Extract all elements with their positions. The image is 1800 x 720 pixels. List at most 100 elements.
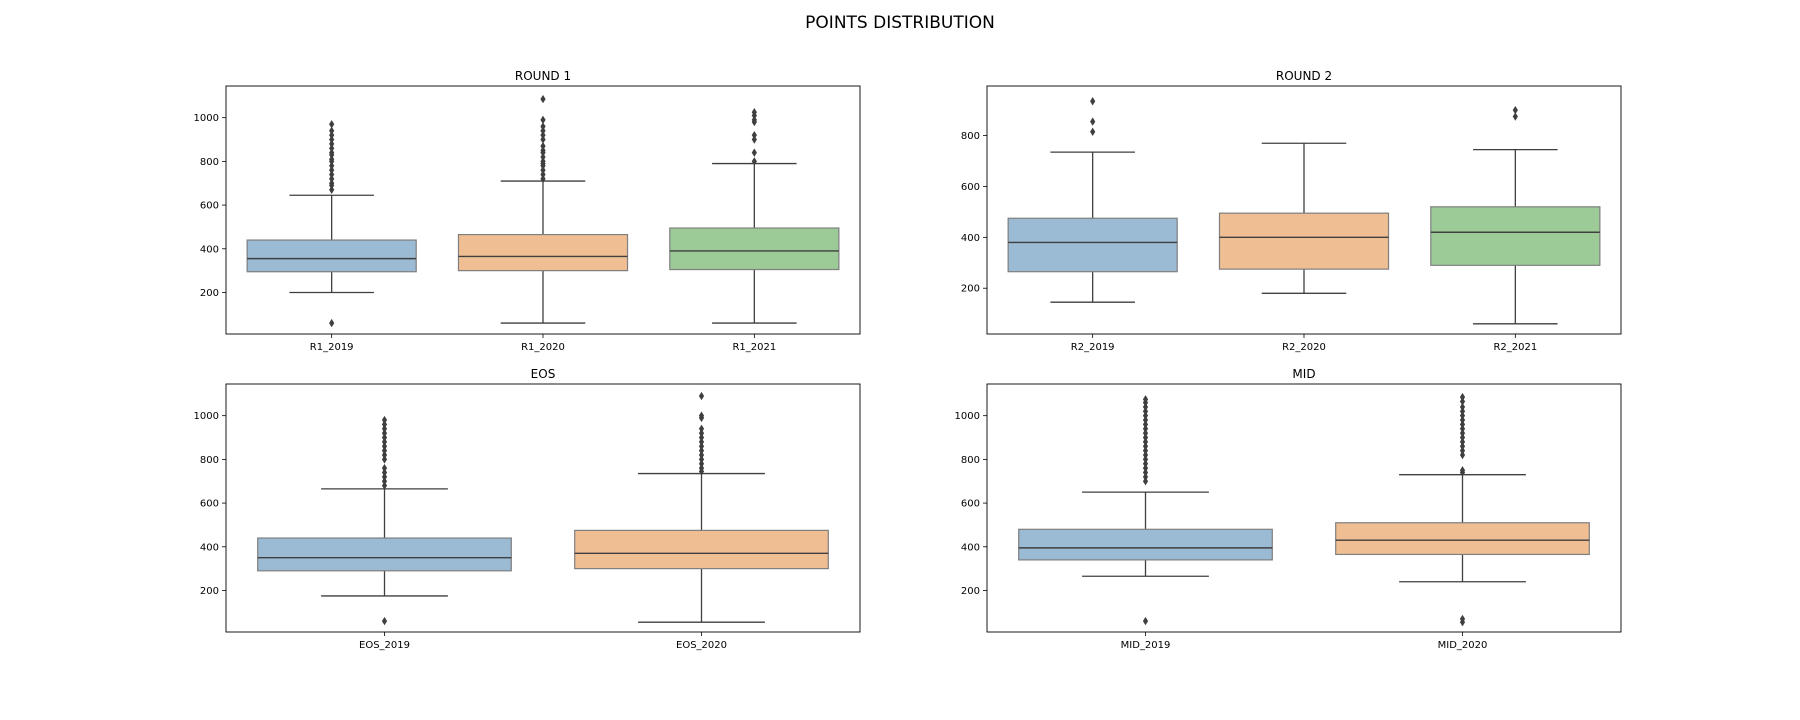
outlier-point: [1142, 477, 1149, 486]
iqr-box: [1218, 212, 1390, 270]
outlier-point: [1142, 407, 1149, 416]
outlier-point: [698, 463, 705, 473]
y-tick-label: 400: [961, 542, 980, 553]
outlier-point: [540, 122, 546, 131]
y-tick-label: 800: [961, 455, 980, 466]
y-tick-label: 1000: [955, 411, 980, 422]
x-tick-label: R2_2020: [1282, 342, 1326, 353]
box-mid-2020: [1335, 392, 1590, 627]
outlier-point: [751, 148, 757, 157]
y-tick-label: 200: [961, 586, 980, 597]
outlier-point: [1142, 428, 1149, 438]
outlier-point: [1142, 415, 1149, 425]
outlier-point: [1459, 433, 1466, 442]
x-tick-label: EOS_2019: [359, 640, 410, 651]
x-tick-label: R2_2019: [1071, 342, 1115, 353]
outlier-point: [329, 144, 335, 153]
y-tick-label: 1000: [194, 113, 219, 124]
outlier-point: [540, 174, 546, 184]
outlier-point: [381, 468, 388, 477]
outlier-point: [1142, 433, 1149, 442]
outlier-point: [1459, 415, 1466, 425]
outlier-point: [1459, 407, 1466, 416]
outlier-point: [1142, 450, 1149, 460]
outlier-point: [751, 130, 757, 140]
outlier-point: [1142, 437, 1149, 447]
y-tick-label: 800: [200, 157, 219, 168]
axes-frame: [986, 85, 1622, 335]
outlier-point: [698, 455, 705, 464]
outlier-point: [1142, 442, 1149, 451]
y-tick-label: 200: [200, 288, 219, 299]
outlier-point: [329, 179, 335, 188]
outlier-point: [329, 126, 335, 135]
outlier-point: [540, 152, 546, 162]
outlier-point: [381, 420, 388, 429]
subplot-grid: ROUND 1 200 400 600 800 1000 R1_2019 R1_2020 R1_…: [194, 69, 1622, 651]
outlier-point: [1512, 112, 1518, 121]
outlier-point: [329, 120, 335, 129]
y-tick-label: 400: [200, 542, 219, 553]
outlier-point: [329, 154, 335, 164]
outlier-point: [751, 115, 757, 125]
outlier-point: [381, 442, 388, 451]
outlier-point: [1142, 402, 1149, 412]
outlier-point: [329, 139, 335, 149]
outlier-point: [698, 391, 705, 401]
outlier-point: [329, 318, 335, 328]
outlier-point: [1142, 424, 1149, 433]
outlier-point: [540, 165, 546, 175]
outlier-point: [1142, 463, 1149, 473]
iqr-box: [1007, 217, 1178, 273]
y-tick-label: 200: [961, 284, 980, 295]
outlier-point: [1142, 411, 1149, 420]
outlier-point: [751, 157, 757, 166]
outlier-point: [698, 442, 705, 451]
outlier-point: [698, 428, 705, 438]
outlier-point: [1142, 446, 1149, 455]
outlier-point: [540, 135, 546, 144]
outlier-point: [381, 437, 388, 447]
outlier-point: [381, 481, 388, 490]
axes-frame: [225, 383, 861, 633]
outlier-point: [698, 437, 705, 447]
axes-frame: [225, 85, 861, 335]
outlier-point: [540, 170, 546, 179]
outlier-point: [1459, 428, 1466, 438]
box-r1-2020: [457, 94, 629, 324]
outlier-point: [1459, 424, 1466, 433]
subplot-title: ROUND 1: [515, 69, 571, 83]
outlier-point: [1459, 466, 1466, 475]
iqr-box: [1018, 528, 1273, 561]
subplot-title: ROUND 2: [1276, 69, 1332, 83]
outlier-point: [1090, 117, 1096, 126]
outlier-point: [381, 446, 388, 455]
subplot-eos: EOS 200 400 600 800 1000 EOS_2019 EOS_2020: [194, 367, 861, 651]
y-tick-label: 600: [200, 499, 219, 510]
iqr-box: [1430, 206, 1601, 266]
outlier-point: [1512, 105, 1518, 115]
iqr-box: [574, 529, 829, 570]
outlier-point: [1459, 450, 1466, 460]
box-r1-2021: [669, 108, 840, 324]
outlier-point: [329, 148, 335, 157]
subplot-round-1: ROUND 1 200 400 600 800 1000 R1_2019 R1_2020 R1_…: [194, 69, 861, 353]
outlier-point: [329, 174, 335, 184]
y-tick-label: 600: [961, 182, 980, 193]
outlier-point: [329, 161, 335, 170]
box-r2-2021: [1430, 105, 1601, 325]
y-tick-label: 200: [200, 586, 219, 597]
box-r2-2020: [1218, 142, 1390, 294]
outlier-point: [381, 415, 388, 425]
y-tick-label: 1000: [194, 411, 219, 422]
outlier-point: [540, 141, 546, 151]
outlier-point: [1142, 468, 1149, 477]
y-tick-label: 600: [200, 201, 219, 212]
x-tick-label: R2_2021: [1493, 342, 1537, 353]
iqr-box: [669, 227, 840, 271]
outlier-point: [540, 126, 546, 135]
outlier-point: [1142, 420, 1149, 429]
outlier-point: [1142, 455, 1149, 464]
subplot-title: MID: [1292, 367, 1315, 381]
box-eos-2020: [574, 391, 829, 623]
